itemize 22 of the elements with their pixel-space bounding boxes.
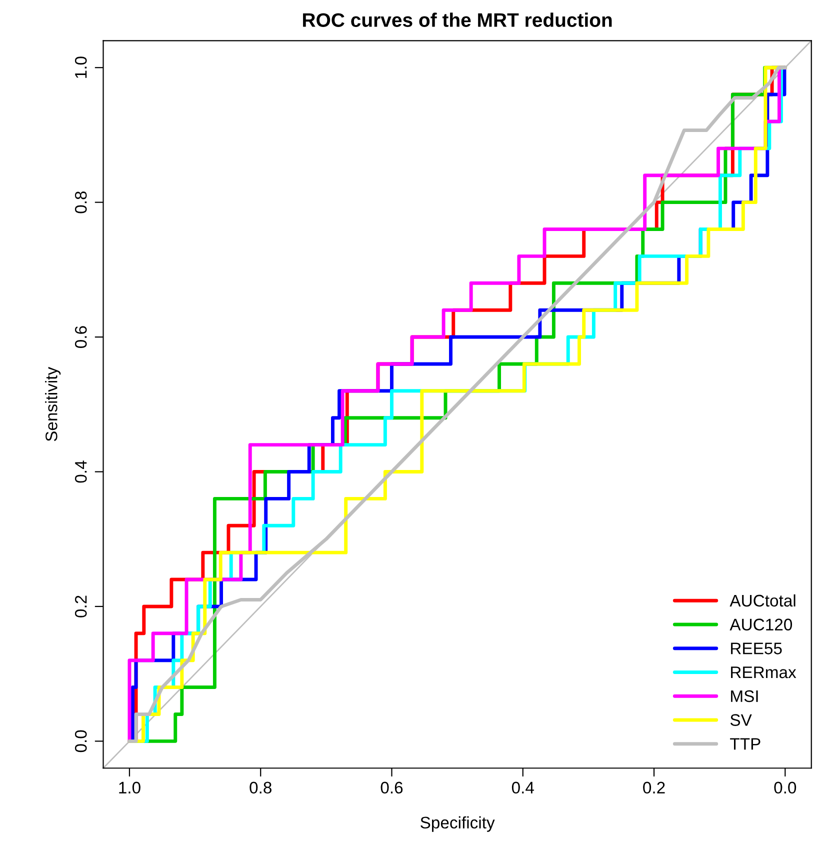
y-tick-label: 1.0 <box>74 56 87 78</box>
x-tick-label: 1.0 <box>119 782 140 794</box>
legend-label: AUCtotal <box>730 594 796 607</box>
legend-label: RERmax <box>731 666 796 678</box>
x-tick-label: 0.4 <box>512 782 534 794</box>
x-tick-label: 0.2 <box>643 782 665 794</box>
legend-label: SV <box>730 714 752 726</box>
x-axis-title: Specificity <box>420 816 495 832</box>
x-tick-label: 0.6 <box>380 782 403 794</box>
x-tick-label: 0.8 <box>250 782 272 794</box>
y-tick-label: 0.6 <box>74 326 87 348</box>
y-tick-label: 0.0 <box>74 730 87 752</box>
y-tick-label: 0.4 <box>74 460 87 483</box>
legend-label: MSI <box>731 690 758 702</box>
x-tick-label: 0.0 <box>774 782 796 794</box>
chart-title: ROC curves of the MRT reduction <box>303 12 612 27</box>
y-tick-label: 0.8 <box>74 191 87 214</box>
y-axis-title: Sensitivity <box>45 366 61 442</box>
legend-label: TTP <box>730 738 760 750</box>
legend-label: AUC120 <box>730 618 792 630</box>
y-tick-label: 0.2 <box>74 596 87 618</box>
legend-label: REE55 <box>731 642 782 654</box>
